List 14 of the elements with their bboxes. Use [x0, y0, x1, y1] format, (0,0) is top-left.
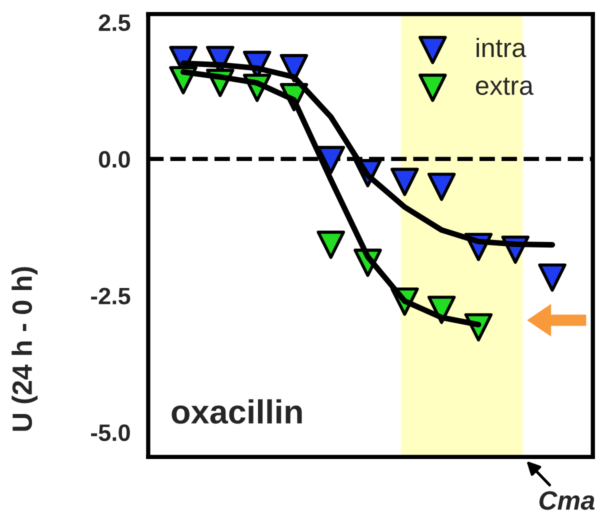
point — [538, 263, 566, 292]
legend-label: intra — [476, 38, 526, 58]
point — [316, 230, 346, 259]
y-tick-label: -2.5 — [91, 288, 130, 304]
y-tick-label: 0.0 — [98, 151, 130, 168]
annotation: oxacillin — [172, 399, 302, 424]
text: Cma — [539, 491, 595, 510]
point — [427, 172, 456, 201]
legend-label: extra — [476, 78, 534, 95]
y-axis-title: U (24 h - 0 h) — [12, 267, 38, 431]
point — [390, 168, 419, 196]
y-tick-label: -5.0 — [91, 424, 130, 442]
point — [280, 54, 308, 82]
y-tick-label: 2.5 — [98, 14, 130, 32]
